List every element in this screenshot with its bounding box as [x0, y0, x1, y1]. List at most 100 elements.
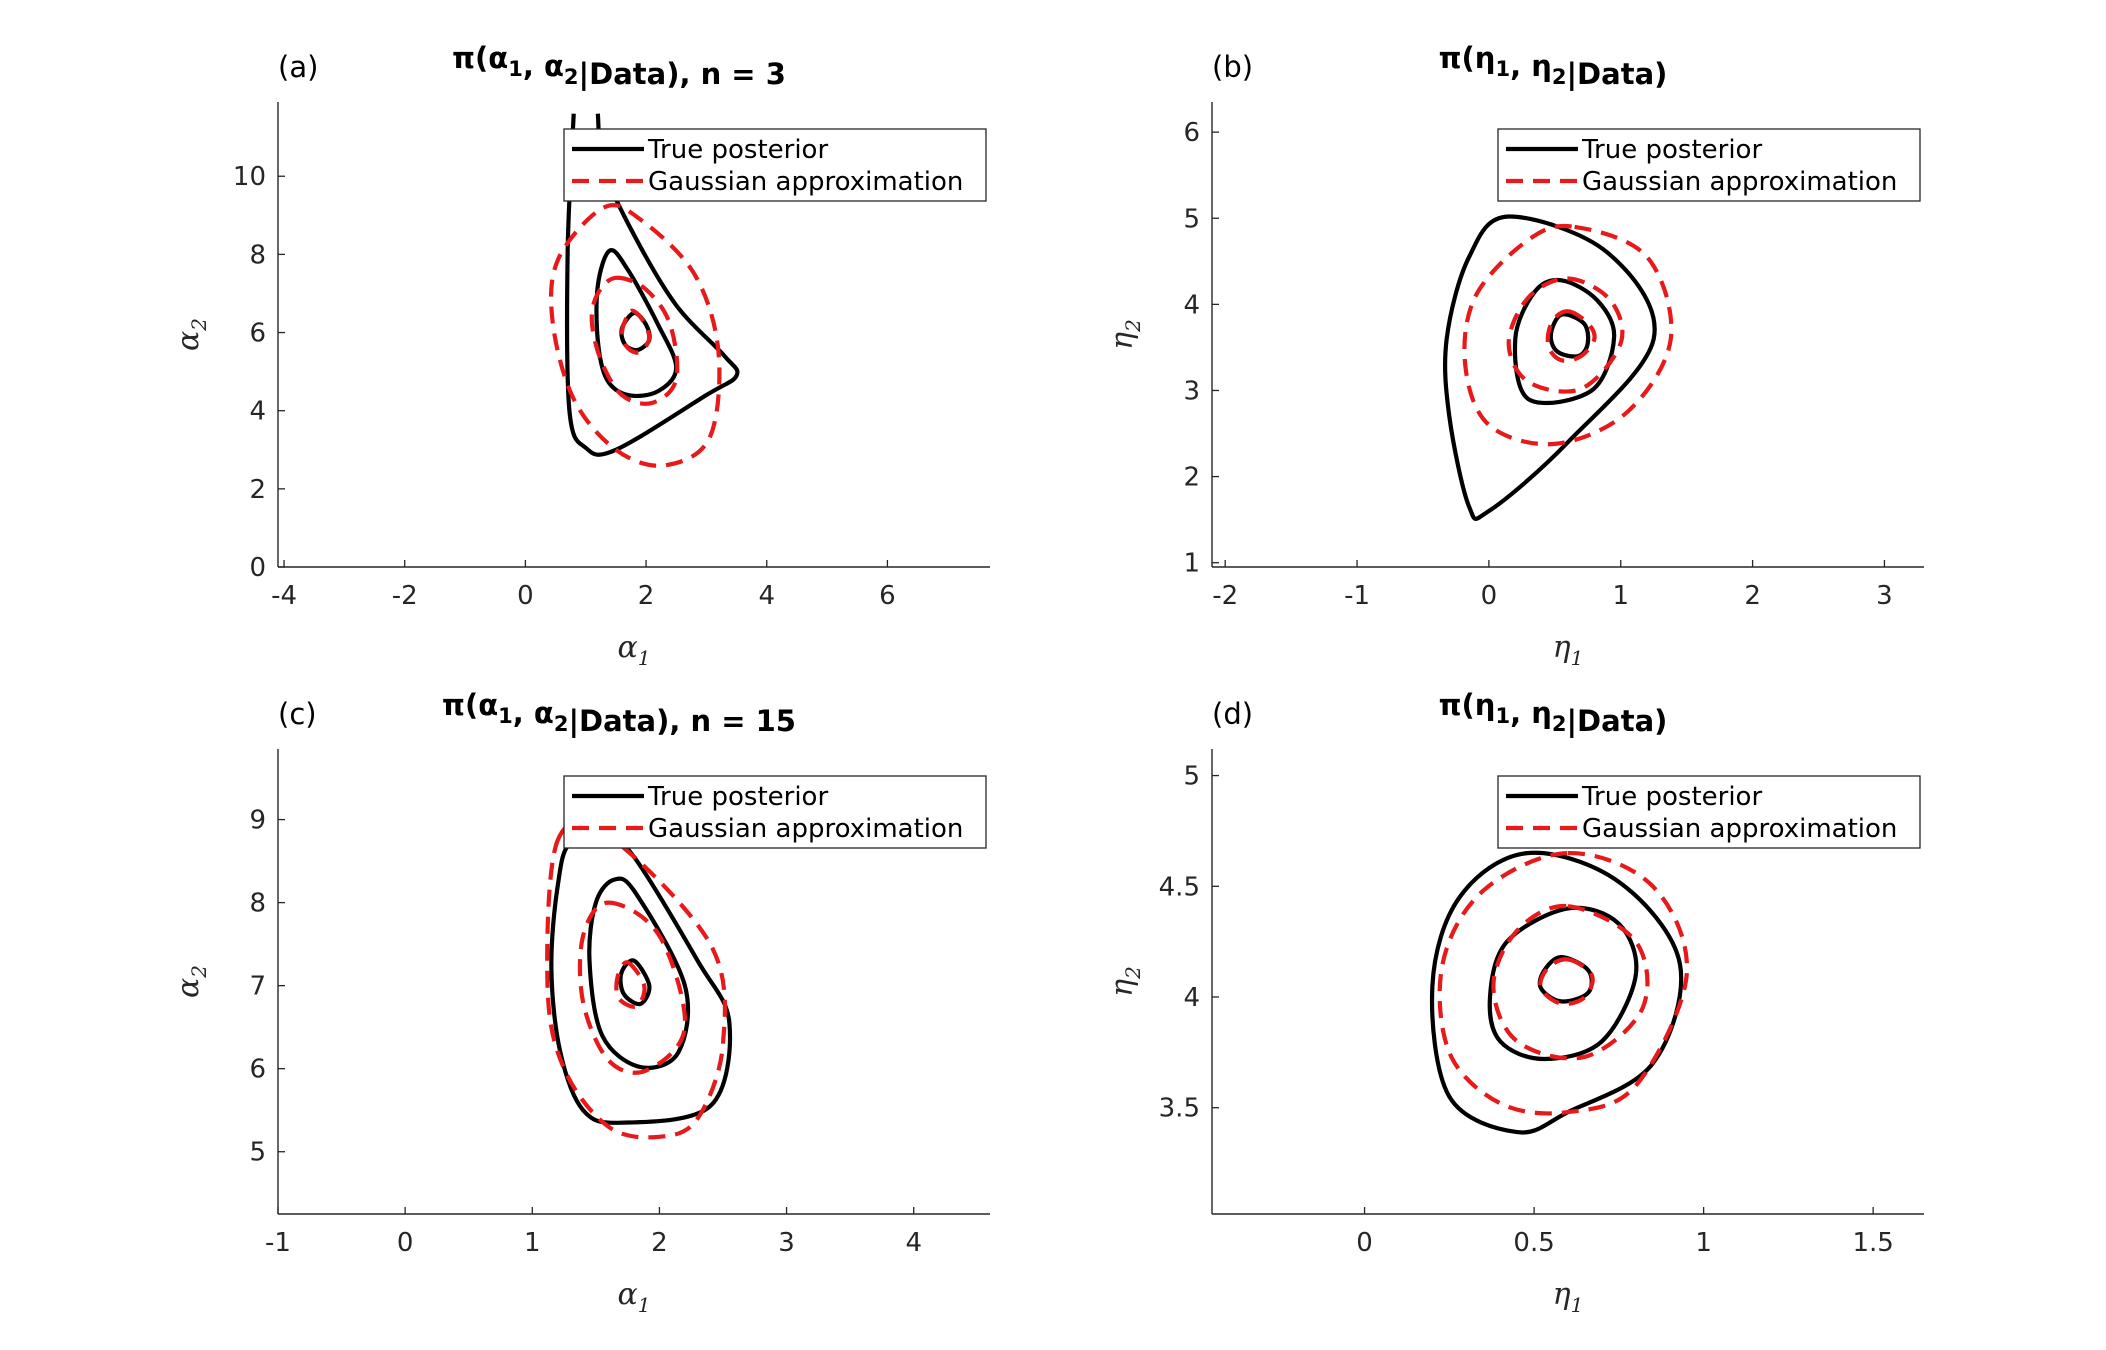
panel-letter: (c)	[278, 697, 317, 731]
series-true-posterior	[549, 835, 733, 1125]
legend-label: True posterior	[1581, 782, 1762, 812]
series-true-posterior	[1442, 214, 1657, 521]
contour-line	[594, 248, 679, 399]
chart-title: π(η1, η2|Data)	[1439, 688, 1668, 738]
y-axis-label: η2	[1105, 319, 1145, 350]
contour-line	[545, 820, 728, 1140]
legend-box	[563, 128, 987, 202]
legend-label: Gaussian approximation	[648, 814, 963, 844]
legend-box	[563, 775, 987, 849]
y-tick-label: 4.5	[1159, 872, 1200, 902]
y-tick-label: 9	[249, 806, 266, 836]
contour-line	[548, 202, 722, 468]
contour-line	[619, 308, 652, 355]
x-tick-label: 4	[905, 1228, 922, 1258]
chart-title: π(α1, α2|Data), n = 3	[452, 41, 786, 91]
x-tick-label: 2	[651, 1228, 668, 1258]
contour-line	[577, 900, 688, 1075]
y-tick-label: 5	[1183, 204, 1200, 234]
x-tick-label: 0	[1356, 1228, 1373, 1258]
y-tick-label: 3	[1183, 376, 1200, 406]
y-tick-label: 1	[1183, 549, 1200, 579]
series-true-posterior	[1429, 850, 1684, 1135]
panel-b: -2 -1 0 1 2 3 1 2 3 4 5 6 η1 η2 π(η1, η2|Data) (b) True …	[1105, 41, 1924, 670]
y-tick-label: 8	[249, 889, 266, 919]
contour-line	[1442, 214, 1657, 521]
y-tick-label: 10	[233, 162, 266, 192]
chart-title: π(α1, α2|Data), n = 15	[442, 688, 796, 738]
legend-label: Gaussian approximation	[1582, 814, 1897, 844]
series-gaussian-approximation	[545, 820, 728, 1140]
contour-line	[618, 958, 652, 1007]
x-tick-label: 1.5	[1852, 1228, 1893, 1258]
y-tick-label: 6	[1183, 118, 1200, 148]
y-tick-label: 2	[249, 475, 266, 505]
x-tick-label: 0	[397, 1228, 414, 1258]
y-axis-label: η2	[1105, 966, 1145, 997]
contour-line	[1437, 850, 1690, 1116]
y-tick-label: 3.5	[1159, 1094, 1200, 1124]
x-tick-label: 1	[1695, 1228, 1712, 1258]
x-tick-label: -2	[1212, 581, 1238, 611]
x-tick-label: 1	[1612, 581, 1629, 611]
series-gaussian-approximation	[1437, 850, 1690, 1116]
x-tick-label: -1	[1344, 581, 1370, 611]
legend-label: True posterior	[647, 135, 828, 165]
y-tick-label: 2	[1183, 463, 1200, 493]
panel-c: -1 0 1 2 3 4 5 6 7 8 9 α1 α2 π(α1, α2|Data), n = 15 (c…	[171, 688, 990, 1317]
contour-line	[587, 876, 691, 1070]
x-tick-label: 2	[1744, 581, 1761, 611]
x-axis-label: α1	[618, 1277, 651, 1317]
panel-d: 0 0.5 1 1.5 3.5 4 4.5 5 η1 η2 π(η1, η2|Data) (d) Tru…	[1105, 688, 1924, 1317]
x-tick-label: 3	[1876, 581, 1893, 611]
y-tick-label: 6	[249, 1055, 266, 1085]
y-axis-label: α2	[171, 318, 211, 351]
contour-line	[1548, 312, 1591, 359]
x-tick-label: -1	[265, 1228, 291, 1258]
panel-letter: (a)	[278, 50, 318, 84]
series-gaussian-approximation	[548, 202, 722, 468]
contour-line	[1538, 957, 1595, 1007]
contour-line	[564, 113, 740, 457]
legend-label: Gaussian approximation	[1582, 167, 1897, 197]
panel-letter: (b)	[1212, 50, 1253, 84]
x-tick-label: 2	[638, 581, 655, 611]
y-tick-label: 4	[1183, 290, 1200, 320]
contour-line	[1491, 904, 1650, 1061]
x-tick-label: 1	[524, 1228, 541, 1258]
x-tick-label: 0	[1481, 581, 1498, 611]
y-axis-label: α2	[171, 965, 211, 998]
contour-line	[614, 960, 647, 1009]
y-tick-label: 6	[249, 319, 266, 349]
x-tick-label: 0.5	[1513, 1228, 1554, 1258]
contour-line	[1462, 223, 1674, 447]
contour-line	[1487, 905, 1639, 1062]
y-tick-label: 7	[249, 972, 266, 1002]
y-tick-label: 5	[1183, 762, 1200, 792]
y-tick-label: 8	[249, 240, 266, 270]
legend-label: True posterior	[647, 782, 828, 812]
y-tick-label: 4	[249, 397, 266, 427]
contour-line	[1506, 276, 1625, 394]
y-tick-label: 0	[249, 553, 266, 583]
legend-label: Gaussian approximation	[648, 167, 963, 197]
x-axis-label: η1	[1553, 630, 1584, 670]
x-axis-label: α1	[618, 630, 651, 670]
panel-a: -4 -2 0 2 4 6 0 2 4 6 8 10 α1 α2 π(α1, α2|Data), n = 3…	[171, 41, 990, 670]
y-tick-label: 5	[249, 1138, 266, 1168]
contour-line	[1429, 850, 1684, 1135]
panel-letter: (d)	[1212, 697, 1253, 731]
legend-box	[1497, 775, 1921, 849]
x-tick-label: 0	[517, 581, 534, 611]
contour-line	[549, 835, 733, 1125]
x-tick-label: 6	[879, 581, 896, 611]
y-tick-label: 4	[1183, 983, 1200, 1013]
x-tick-label: 3	[778, 1228, 795, 1258]
x-tick-label: -2	[392, 581, 418, 611]
legend-label: True posterior	[1581, 135, 1762, 165]
